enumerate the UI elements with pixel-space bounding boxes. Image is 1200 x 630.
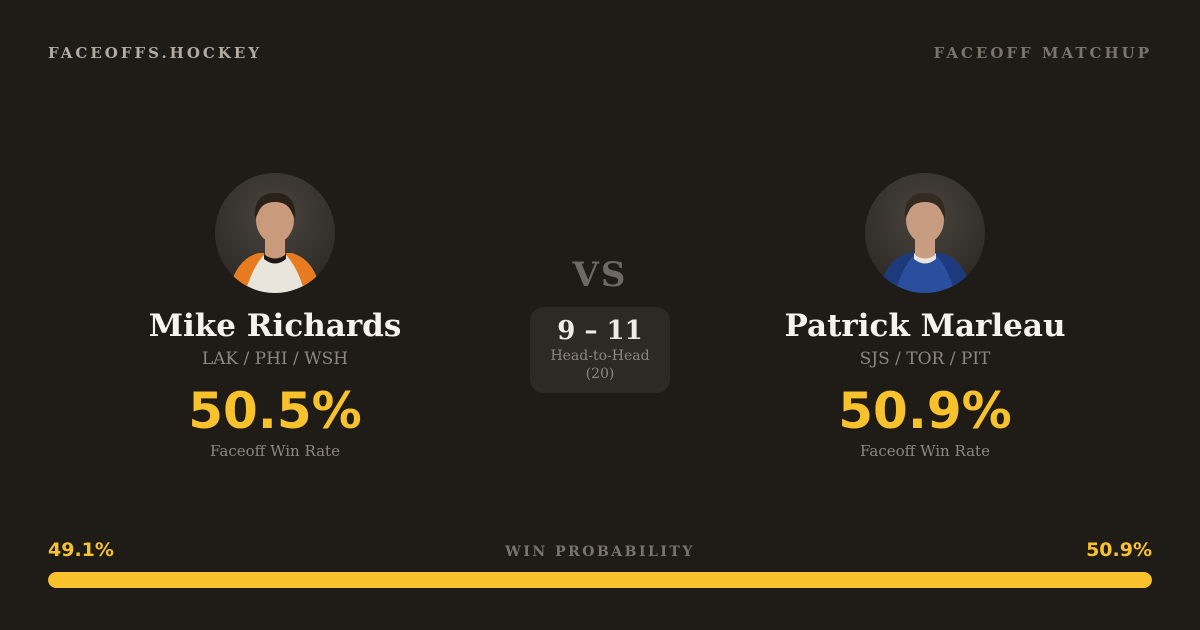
vs-label: VS	[572, 255, 628, 295]
win-probability-labels: 49.1% WIN PROBABILITY 50.9%	[48, 539, 1152, 561]
player-teams: SJS / TOR / PIT	[859, 349, 991, 369]
win-probability-bar-fill	[48, 572, 1152, 588]
win-probability-section: 49.1% WIN PROBABILITY 50.9%	[48, 539, 1152, 588]
hair-shape	[904, 193, 946, 219]
player-name: Patrick Marleau	[784, 308, 1066, 344]
faceoff-win-rate-value: 50.5%	[188, 382, 362, 440]
player-name: Mike Richards	[148, 308, 402, 344]
win-probability-bar	[48, 572, 1152, 588]
win-probability-right-value: 50.9%	[1086, 539, 1152, 561]
player-card-left: Mike Richards LAK / PHI / WSH 50.5% Face…	[48, 173, 502, 461]
header: FACEOFFS.HOCKEY FACEOFF MATCHUP	[0, 0, 1200, 62]
win-probability-left-value: 49.1%	[48, 539, 114, 561]
player-avatar-right	[865, 173, 985, 293]
brand-wordmark: FACEOFFS.HOCKEY	[48, 44, 263, 62]
matchup-center: VS 9 – 11 Head-to-Head (20)	[502, 173, 698, 461]
head-to-head-box: 9 – 11 Head-to-Head (20)	[530, 307, 670, 393]
hair-shape	[254, 193, 296, 219]
player-teams: LAK / PHI / WSH	[201, 349, 349, 369]
face-shape	[906, 197, 944, 243]
faceoff-win-rate-label: Faceoff Win Rate	[210, 442, 340, 460]
win-probability-title: WIN PROBABILITY	[505, 544, 695, 560]
matchup-row: Mike Richards LAK / PHI / WSH 50.5% Face…	[0, 173, 1200, 461]
faceoff-win-rate-label: Faceoff Win Rate	[860, 442, 990, 460]
face-shape	[256, 197, 294, 243]
page-title: FACEOFF MATCHUP	[933, 44, 1152, 62]
faceoff-win-rate-value: 50.9%	[838, 382, 1012, 440]
head-to-head-label: Head-to-Head (20)	[550, 348, 650, 382]
player-card-right: Patrick Marleau SJS / TOR / PIT 50.9% Fa…	[698, 173, 1152, 461]
head-to-head-score: 9 – 11	[557, 316, 643, 346]
player-avatar-left	[215, 173, 335, 293]
